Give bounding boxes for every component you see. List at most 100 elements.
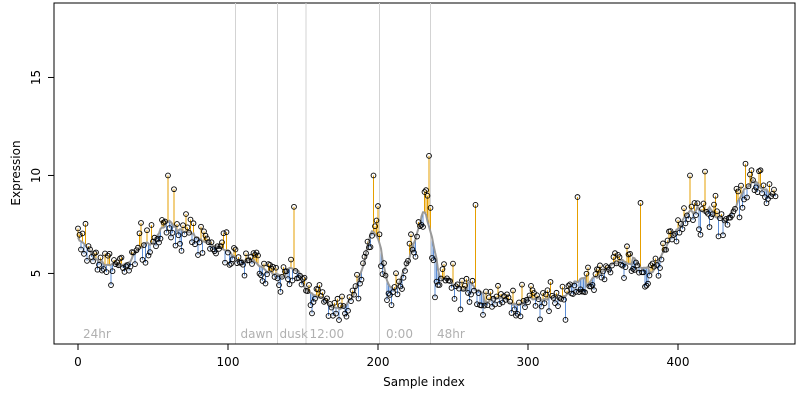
data-point [508,310,515,316]
data-point [739,204,746,211]
data-point [700,200,707,207]
data-point [745,183,752,190]
data-point [198,223,204,230]
data-point [364,238,371,245]
data-point [222,259,228,266]
data-point [175,232,182,239]
data-point [217,243,224,249]
data-point [738,182,744,189]
data-point [694,200,701,207]
data-point [522,304,528,311]
data-point [592,271,599,277]
data-point [582,289,588,296]
data-point [642,283,648,290]
data-point [645,280,651,287]
data-point [388,302,395,308]
data-point [405,257,411,264]
y-tick-label: 15 [29,70,43,85]
data-point [507,298,513,305]
data-point [297,272,303,279]
data-point [714,208,720,215]
data-point [588,283,594,290]
data-point [348,298,354,305]
data-point [762,194,768,201]
data-point [76,231,83,238]
data-point [681,205,687,211]
data-point [633,259,639,266]
data-point [339,293,345,300]
data-point [709,211,716,218]
marker-lines [235,3,431,344]
x-tick-label: 0 [74,355,82,369]
data-point [541,300,548,307]
data-point [460,285,467,292]
data-point [630,266,636,272]
data-point [691,200,698,206]
data-point [432,294,438,301]
data-point [469,277,476,284]
data-point [370,172,377,179]
data-point [517,313,524,320]
data-point [202,232,209,239]
data-point [760,182,767,189]
data-point [139,256,146,263]
data-point [447,278,453,284]
data-point [289,277,296,284]
data-point [525,299,531,306]
data-point [699,206,705,212]
data-point [144,227,150,234]
data-point [478,302,485,309]
data-point [412,253,419,260]
data-point [561,296,567,303]
plot-frame [53,2,796,345]
data-point [697,231,704,238]
data-point [538,303,545,310]
data-point [493,293,500,300]
data-point [565,282,572,289]
data-point [183,211,189,217]
data-point [262,280,269,287]
data-point [748,167,755,174]
data-point [141,242,147,248]
data-point [351,291,357,298]
data-point [85,243,92,249]
data-point [670,232,677,238]
data-point [463,275,470,282]
data-point [687,172,693,179]
data-point [708,214,714,220]
data-point [540,290,546,296]
data-point [124,262,131,268]
data-point [247,254,254,260]
marker-labels: 24hr dawn dusk 12:00 0:00 48hr [83,327,465,341]
data-point [301,274,308,281]
data-point [619,262,626,269]
data-point [87,246,93,253]
data-point [471,287,477,294]
data-point [766,181,773,187]
data-point [334,295,341,302]
data-point [597,262,603,269]
data-point [693,212,699,218]
data-point [93,249,99,256]
data-point [253,249,260,256]
data-point [373,217,380,224]
data-point [564,287,570,294]
data-point [160,219,167,226]
x-tick-label: 100 [217,355,240,369]
data-point [148,222,155,228]
data-point [660,240,666,247]
data-point [324,295,330,302]
data-point [240,261,246,268]
data-point [550,295,557,301]
data-point [711,201,717,208]
data-point [180,222,186,229]
data-point [408,231,414,238]
data-point [600,268,606,275]
data-point [154,236,161,242]
data-point [606,266,612,273]
data-point [250,250,257,256]
data-points [75,153,779,323]
data-point [270,263,276,270]
data-point [384,297,390,303]
data-point [286,281,293,288]
